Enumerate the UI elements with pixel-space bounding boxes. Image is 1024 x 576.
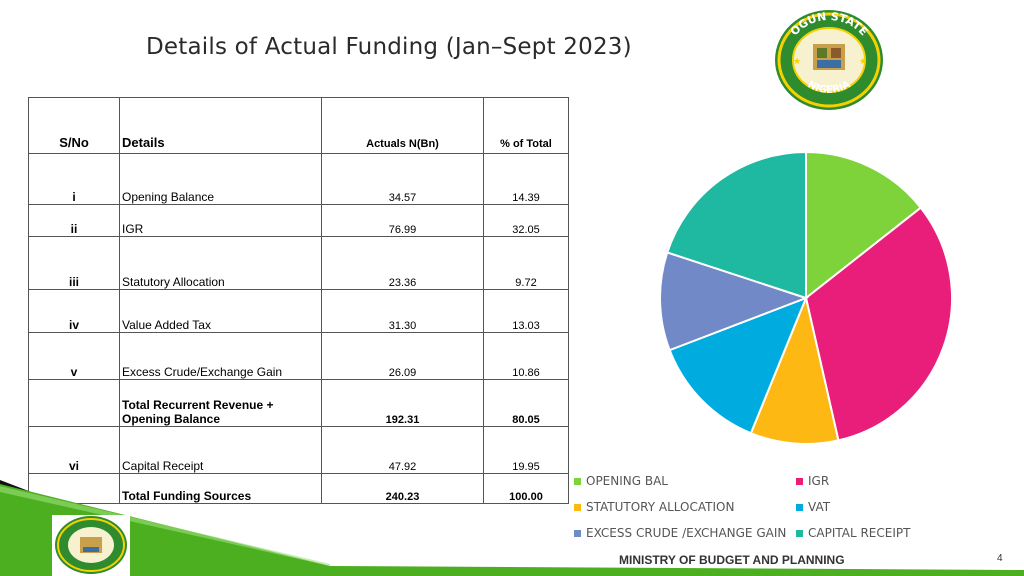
pie-slice-excess-crude [659, 251, 809, 352]
table-row: ii IGR 76.99 32.05 [28, 204, 569, 237]
table-row: iv Value Added Tax 31.30 13.03 [28, 289, 569, 333]
legend-swatch [574, 529, 581, 537]
table-row-total-funding: Total Funding Sources 240.23 100.00 [28, 473, 569, 504]
cell-sn: v [28, 332, 120, 380]
legend-label: STATUTORY ALLOCATION [586, 500, 735, 514]
funding-table: S/No Details Actuals N(Bn) % of Total i … [28, 97, 569, 504]
cell-pct: 14.39 [483, 153, 569, 205]
cell-pct: 13.03 [483, 289, 569, 333]
cell-actuals: 192.31 [321, 379, 484, 427]
cell-pct: 10.86 [483, 332, 569, 380]
legend-label: EXCESS CRUDE /EXCHANGE GAIN [586, 526, 787, 540]
cell-details: Capital Receipt [119, 426, 322, 474]
cell-sn: iv [28, 289, 120, 333]
legend-label: VAT [808, 500, 831, 514]
cell-actuals: 31.30 [321, 289, 484, 333]
legend-item-statutory: STATUTORY ALLOCATION [574, 500, 734, 514]
table-row: iii Statutory Allocation 23.36 9.72 [28, 236, 569, 290]
cell-pct: 80.05 [483, 379, 569, 427]
cell-sn: vi [28, 426, 120, 474]
header-sn: S/No [28, 97, 120, 154]
cell-pct: 9.72 [483, 236, 569, 290]
footer-ministry: MINISTRY OF BUDGET AND PLANNING [619, 553, 845, 567]
header-actuals: Actuals N(Bn) [321, 97, 484, 154]
decorative-bottom-stripes [0, 480, 1024, 576]
pie-slice-statutory [749, 294, 840, 445]
cell-actuals: 76.99 [321, 204, 484, 237]
cell-actuals: 23.36 [321, 236, 484, 290]
cell-details: Opening Balance [119, 153, 322, 205]
svg-text:★: ★ [859, 57, 867, 67]
pie-slice-vat [668, 296, 808, 435]
legend-swatch [574, 503, 581, 511]
svg-text:★: ★ [793, 57, 801, 67]
header-pct: % of Total [483, 97, 569, 154]
table-header-row: S/No Details Actuals N(Bn) % of Total [28, 97, 569, 154]
legend-item-vat: VAT [796, 500, 830, 514]
header-details: Details [119, 97, 322, 154]
page-number: 4 [997, 553, 1003, 564]
legend-item-igr: IGR [796, 474, 829, 488]
cell-actuals: 26.09 [321, 332, 484, 380]
table-row: vi Capital Receipt 47.92 19.95 [28, 426, 569, 474]
cell-details: Total Recurrent Revenue + Opening Balanc… [119, 379, 322, 427]
table-row: v Excess Crude/Exchange Gain 26.09 10.86 [28, 332, 569, 380]
ogun-state-seal: OGUN STATE NIGERIA ★ ★ [775, 10, 883, 110]
svg-text:NIGERIA: NIGERIA [806, 79, 853, 96]
pie-slice-igr [804, 206, 953, 442]
legend-label: CAPITAL RECEIPT [808, 526, 911, 540]
legend-swatch [796, 503, 803, 511]
cell-sn: ii [28, 204, 120, 237]
legend-label: IGR [808, 474, 830, 488]
legend-item-capital-receipt: CAPITAL RECEIPT [796, 526, 910, 540]
legend-label: OPENING BAL [586, 474, 668, 488]
cell-sn [28, 379, 120, 427]
table-row-total-recurrent: Total Recurrent Revenue + Opening Balanc… [28, 379, 569, 427]
cell-sn: iii [28, 236, 120, 290]
cell-pct: 100.00 [483, 473, 569, 504]
cell-actuals: 34.57 [321, 153, 484, 205]
legend-swatch [796, 529, 803, 537]
cell-sn: i [28, 153, 120, 205]
legend-item-opening-bal: OPENING BAL [574, 474, 668, 488]
pie-slice-capital-receipt [666, 150, 807, 300]
legend-item-excess-crude: EXCESS CRUDE /EXCHANGE GAIN [574, 526, 786, 540]
legend-swatch [574, 477, 581, 485]
page-title: Details of Actual Funding (Jan–Sept 2023… [146, 34, 632, 60]
table-row: i Opening Balance 34.57 14.39 [28, 153, 569, 205]
pie-slice-opening-bal [805, 150, 923, 301]
cell-pct: 32.05 [483, 204, 569, 237]
seal-text-bottom: NIGERIA [806, 79, 853, 96]
cell-pct: 19.95 [483, 426, 569, 474]
legend-swatch [796, 477, 803, 485]
cell-details: Excess Crude/Exchange Gain [119, 332, 322, 380]
cell-details: Statutory Allocation [119, 236, 322, 290]
funding-pie-chart [659, 150, 953, 445]
cell-details: IGR [119, 204, 322, 237]
cell-details: Value Added Tax [119, 289, 322, 333]
cell-details: Total Funding Sources [119, 473, 322, 504]
cell-actuals: 47.92 [321, 426, 484, 474]
ogun-state-seal-small [52, 515, 130, 576]
